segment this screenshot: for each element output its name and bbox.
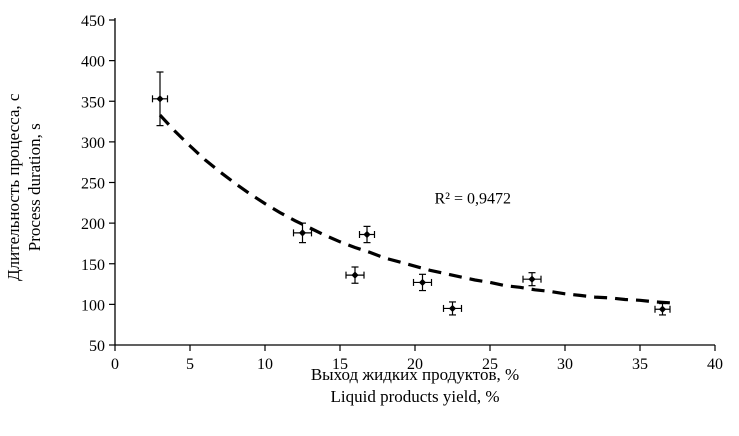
point-marker (658, 305, 667, 313)
y-tick-label: 200 (81, 216, 105, 233)
y-tick-label: 450 (81, 13, 105, 30)
y-tick-label: 300 (81, 135, 105, 152)
y-tick-label: 350 (81, 94, 105, 111)
x-axis-title: Выход жидких продуктов, % Liquid product… (115, 364, 715, 408)
trendline (158, 114, 671, 305)
x-tick-label: 30 (557, 356, 573, 373)
point-marker (298, 229, 307, 237)
y-tick-label: 400 (81, 54, 105, 71)
y-tick-label: 150 (81, 257, 105, 274)
x-tick-label: 40 (707, 356, 723, 373)
y-tick-label: 100 (81, 297, 105, 314)
point-marker (156, 95, 164, 103)
y-tick-label: 50 (89, 338, 105, 355)
point-marker (418, 278, 427, 287)
y-tick-label: 250 (81, 176, 105, 193)
x-tick-label: 0 (111, 356, 119, 373)
point-marker (351, 271, 359, 279)
point-marker (528, 275, 536, 283)
x-axis-title-en: Liquid products yield, % (330, 387, 500, 407)
x-tick-label: 25 (482, 356, 498, 373)
point-marker (363, 230, 371, 239)
r-squared-label: R² = 0,9472 (435, 191, 512, 208)
x-tick-label: 5 (186, 356, 194, 373)
x-axis-title-ru: Выход жидких продуктов, % (310, 365, 520, 384)
point-marker (448, 304, 457, 313)
x-tick-label: 35 (632, 356, 648, 373)
x-tick-label: 20 (407, 356, 423, 373)
x-tick-label: 10 (257, 356, 273, 373)
x-tick-label: 15 (332, 356, 348, 373)
